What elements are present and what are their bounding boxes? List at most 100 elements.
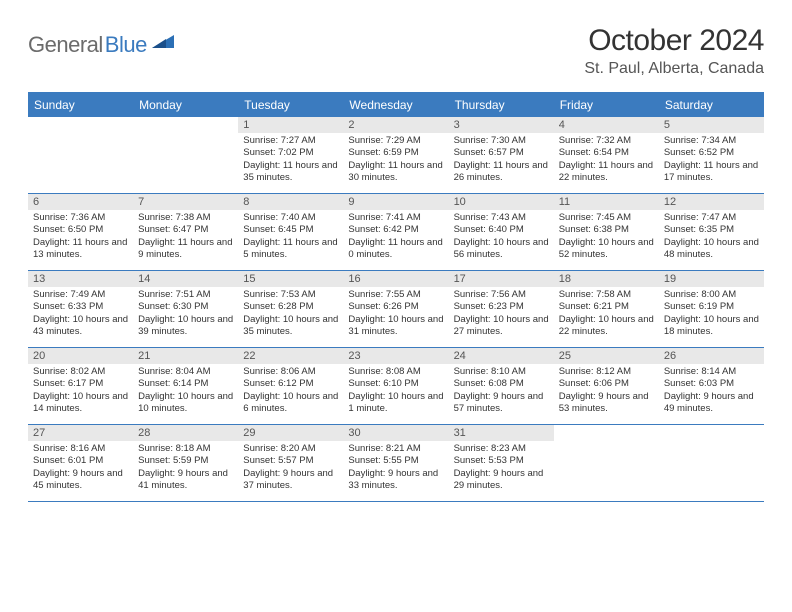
- sunset-text: Sunset: 6:12 PM: [243, 378, 338, 390]
- sunset-text: Sunset: 6:47 PM: [138, 224, 233, 236]
- sunset-text: Sunset: 6:52 PM: [664, 147, 759, 159]
- sunset-text: Sunset: 6:26 PM: [348, 301, 443, 313]
- daylight-text: Daylight: 9 hours and 49 minutes.: [664, 391, 759, 416]
- sunset-text: Sunset: 6:10 PM: [348, 378, 443, 390]
- day-number: 4: [554, 117, 659, 133]
- calendar-cell: 2Sunrise: 7:29 AMSunset: 6:59 PMDaylight…: [343, 117, 448, 193]
- day-details: Sunrise: 7:38 AMSunset: 6:47 PMDaylight:…: [133, 210, 238, 265]
- day-details: Sunrise: 7:36 AMSunset: 6:50 PMDaylight:…: [28, 210, 133, 265]
- sunset-text: Sunset: 6:08 PM: [454, 378, 549, 390]
- day-number: [133, 117, 238, 121]
- day-details: Sunrise: 7:55 AMSunset: 6:26 PMDaylight:…: [343, 287, 448, 342]
- sunset-text: Sunset: 6:06 PM: [559, 378, 654, 390]
- logo: GeneralBlue: [28, 32, 174, 58]
- daylight-text: Daylight: 11 hours and 22 minutes.: [559, 160, 654, 185]
- sunrise-text: Sunrise: 7:43 AM: [454, 212, 549, 224]
- calendar-cell: [554, 425, 659, 501]
- day-details: Sunrise: 8:08 AMSunset: 6:10 PMDaylight:…: [343, 364, 448, 419]
- calendar-cell: 27Sunrise: 8:16 AMSunset: 6:01 PMDayligh…: [28, 425, 133, 501]
- sunset-text: Sunset: 6:21 PM: [559, 301, 654, 313]
- sunset-text: Sunset: 6:45 PM: [243, 224, 338, 236]
- logo-text-general: General: [28, 32, 103, 58]
- sunrise-text: Sunrise: 8:18 AM: [138, 443, 233, 455]
- daylight-text: Daylight: 9 hours and 45 minutes.: [33, 468, 128, 493]
- calendar-cell: 6Sunrise: 7:36 AMSunset: 6:50 PMDaylight…: [28, 194, 133, 270]
- daylight-text: Daylight: 10 hours and 56 minutes.: [454, 237, 549, 262]
- weekday-header: Wednesday: [343, 94, 448, 117]
- day-number: 15: [238, 271, 343, 287]
- day-number: 6: [28, 194, 133, 210]
- calendar-cell: 30Sunrise: 8:21 AMSunset: 5:55 PMDayligh…: [343, 425, 448, 501]
- sunrise-text: Sunrise: 7:40 AM: [243, 212, 338, 224]
- day-number: 13: [28, 271, 133, 287]
- weeks-container: 1Sunrise: 7:27 AMSunset: 7:02 PMDaylight…: [28, 117, 764, 502]
- daylight-text: Daylight: 11 hours and 17 minutes.: [664, 160, 759, 185]
- calendar-page: GeneralBlue October 2024 St. Paul, Alber…: [0, 0, 792, 522]
- day-number: 9: [343, 194, 448, 210]
- day-details: Sunrise: 8:06 AMSunset: 6:12 PMDaylight:…: [238, 364, 343, 419]
- daylight-text: Daylight: 10 hours and 14 minutes.: [33, 391, 128, 416]
- calendar-cell: [133, 117, 238, 193]
- day-number: 19: [659, 271, 764, 287]
- weekday-header: Sunday: [28, 94, 133, 117]
- day-number: 30: [343, 425, 448, 441]
- sunset-text: Sunset: 6:57 PM: [454, 147, 549, 159]
- daylight-text: Daylight: 10 hours and 31 minutes.: [348, 314, 443, 339]
- sunrise-text: Sunrise: 8:06 AM: [243, 366, 338, 378]
- calendar-cell: 3Sunrise: 7:30 AMSunset: 6:57 PMDaylight…: [449, 117, 554, 193]
- weekday-header: Monday: [133, 94, 238, 117]
- day-details: Sunrise: 8:12 AMSunset: 6:06 PMDaylight:…: [554, 364, 659, 419]
- calendar-cell: 13Sunrise: 7:49 AMSunset: 6:33 PMDayligh…: [28, 271, 133, 347]
- calendar-week-row: 6Sunrise: 7:36 AMSunset: 6:50 PMDaylight…: [28, 194, 764, 271]
- sunrise-text: Sunrise: 7:38 AM: [138, 212, 233, 224]
- sunrise-text: Sunrise: 7:27 AM: [243, 135, 338, 147]
- daylight-text: Daylight: 11 hours and 13 minutes.: [33, 237, 128, 262]
- calendar-week-row: 27Sunrise: 8:16 AMSunset: 6:01 PMDayligh…: [28, 425, 764, 502]
- calendar-cell: 24Sunrise: 8:10 AMSunset: 6:08 PMDayligh…: [449, 348, 554, 424]
- day-number: 29: [238, 425, 343, 441]
- daylight-text: Daylight: 10 hours and 10 minutes.: [138, 391, 233, 416]
- calendar-cell: 18Sunrise: 7:58 AMSunset: 6:21 PMDayligh…: [554, 271, 659, 347]
- daylight-text: Daylight: 11 hours and 5 minutes.: [243, 237, 338, 262]
- day-details: Sunrise: 8:18 AMSunset: 5:59 PMDaylight:…: [133, 441, 238, 496]
- sunset-text: Sunset: 6:17 PM: [33, 378, 128, 390]
- sunset-text: Sunset: 5:53 PM: [454, 455, 549, 467]
- sunset-text: Sunset: 6:28 PM: [243, 301, 338, 313]
- day-number: 5: [659, 117, 764, 133]
- title-block: October 2024 St. Paul, Alberta, Canada: [584, 24, 764, 78]
- sunrise-text: Sunrise: 7:45 AM: [559, 212, 654, 224]
- daylight-text: Daylight: 10 hours and 27 minutes.: [454, 314, 549, 339]
- daylight-text: Daylight: 10 hours and 18 minutes.: [664, 314, 759, 339]
- location-subtitle: St. Paul, Alberta, Canada: [584, 60, 764, 78]
- day-details: Sunrise: 7:45 AMSunset: 6:38 PMDaylight:…: [554, 210, 659, 265]
- sunrise-text: Sunrise: 7:41 AM: [348, 212, 443, 224]
- day-details: Sunrise: 8:21 AMSunset: 5:55 PMDaylight:…: [343, 441, 448, 496]
- calendar-cell: 19Sunrise: 8:00 AMSunset: 6:19 PMDayligh…: [659, 271, 764, 347]
- day-number: 3: [449, 117, 554, 133]
- calendar-cell: 21Sunrise: 8:04 AMSunset: 6:14 PMDayligh…: [133, 348, 238, 424]
- sunrise-text: Sunrise: 8:21 AM: [348, 443, 443, 455]
- weekday-header-row: Sunday Monday Tuesday Wednesday Thursday…: [28, 94, 764, 117]
- calendar-cell: [28, 117, 133, 193]
- calendar-cell: 10Sunrise: 7:43 AMSunset: 6:40 PMDayligh…: [449, 194, 554, 270]
- daylight-text: Daylight: 11 hours and 30 minutes.: [348, 160, 443, 185]
- daylight-text: Daylight: 11 hours and 0 minutes.: [348, 237, 443, 262]
- day-details: Sunrise: 7:41 AMSunset: 6:42 PMDaylight:…: [343, 210, 448, 265]
- day-details: Sunrise: 7:29 AMSunset: 6:59 PMDaylight:…: [343, 133, 448, 188]
- weekday-header: Friday: [554, 94, 659, 117]
- daylight-text: Daylight: 9 hours and 57 minutes.: [454, 391, 549, 416]
- daylight-text: Daylight: 10 hours and 52 minutes.: [559, 237, 654, 262]
- calendar-cell: 17Sunrise: 7:56 AMSunset: 6:23 PMDayligh…: [449, 271, 554, 347]
- sunrise-text: Sunrise: 7:55 AM: [348, 289, 443, 301]
- weekday-header: Tuesday: [238, 94, 343, 117]
- calendar-cell: 11Sunrise: 7:45 AMSunset: 6:38 PMDayligh…: [554, 194, 659, 270]
- calendar-cell: 20Sunrise: 8:02 AMSunset: 6:17 PMDayligh…: [28, 348, 133, 424]
- day-details: Sunrise: 8:04 AMSunset: 6:14 PMDaylight:…: [133, 364, 238, 419]
- calendar-cell: 23Sunrise: 8:08 AMSunset: 6:10 PMDayligh…: [343, 348, 448, 424]
- sunrise-text: Sunrise: 8:16 AM: [33, 443, 128, 455]
- day-number: 27: [28, 425, 133, 441]
- daylight-text: Daylight: 10 hours and 35 minutes.: [243, 314, 338, 339]
- day-details: Sunrise: 7:58 AMSunset: 6:21 PMDaylight:…: [554, 287, 659, 342]
- calendar-cell: 8Sunrise: 7:40 AMSunset: 6:45 PMDaylight…: [238, 194, 343, 270]
- day-number: 1: [238, 117, 343, 133]
